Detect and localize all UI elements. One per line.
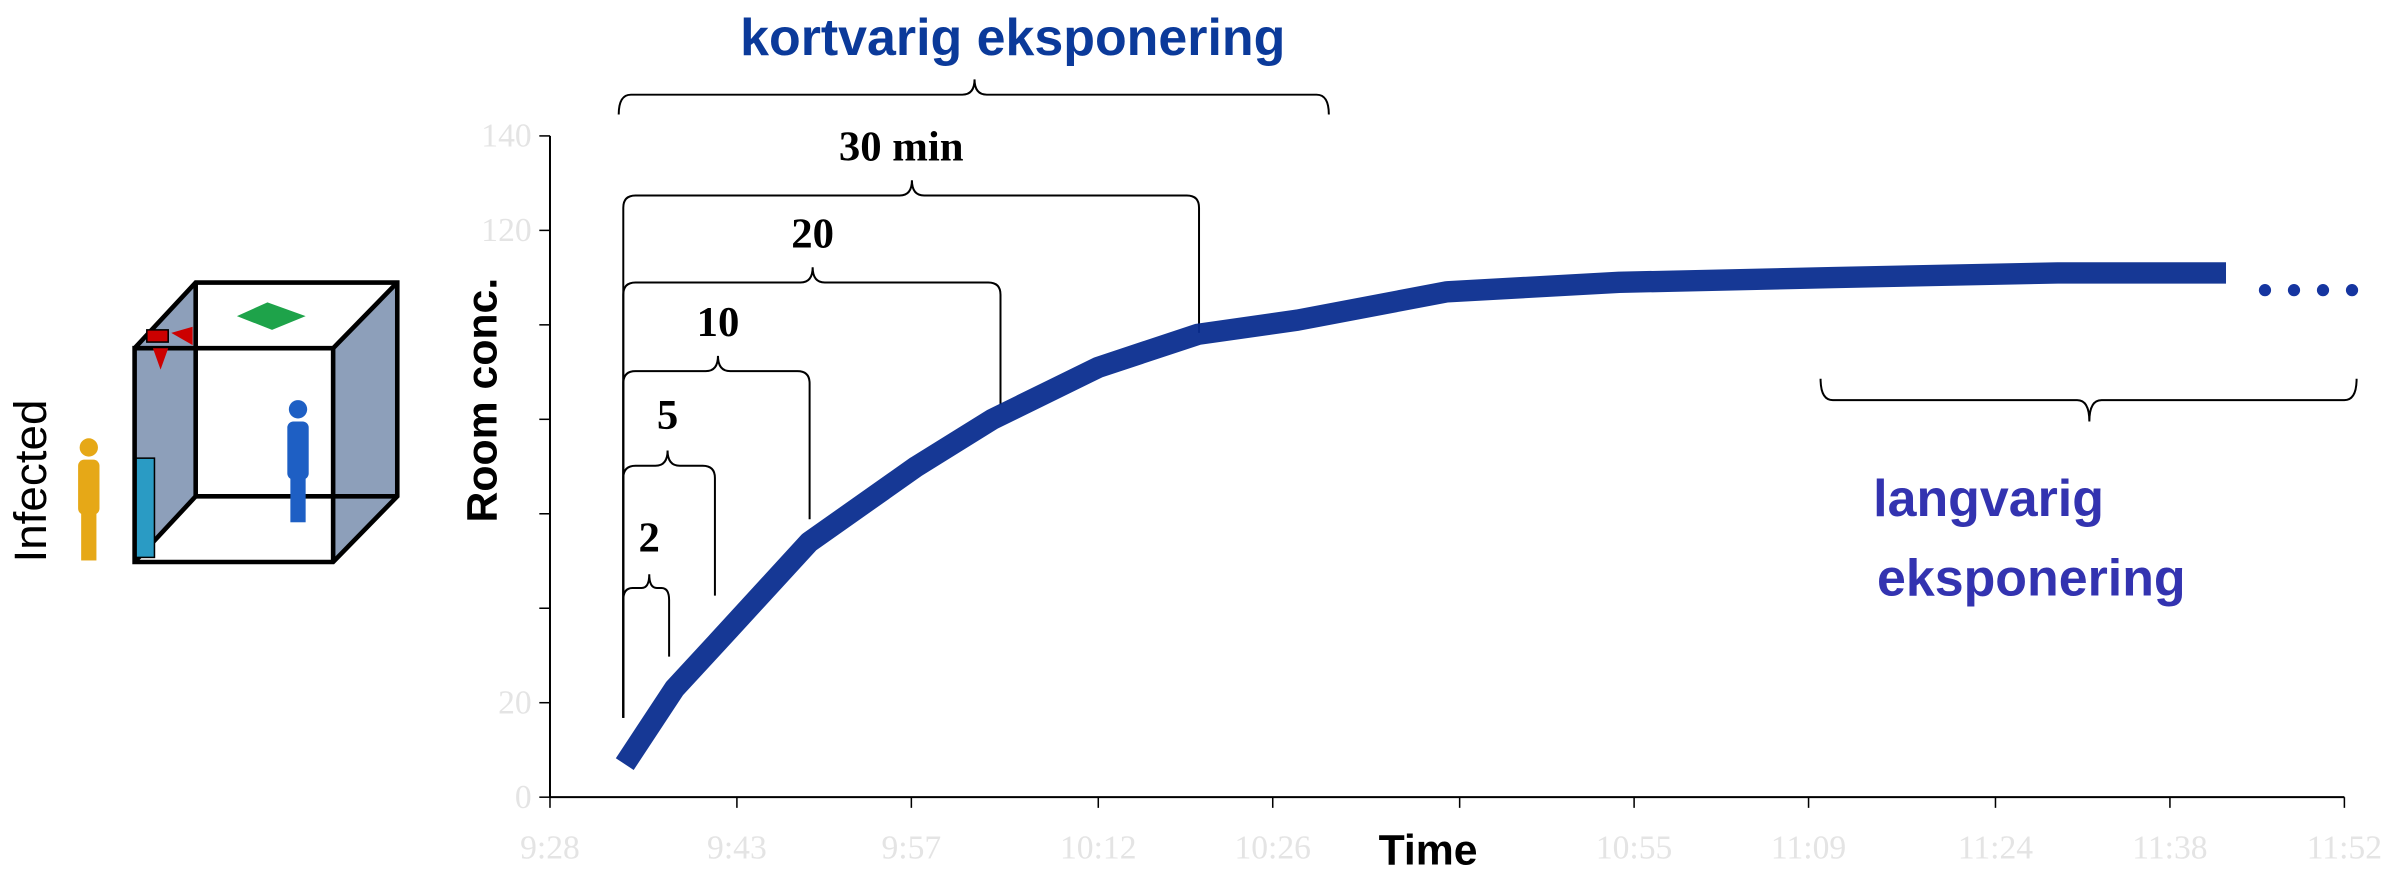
x-axis-label: Time [1379,826,1478,872]
x-tick-label: 11:24 [1958,829,2033,866]
x-tick-label: 10:55 [1596,829,1673,866]
annotation: 5 [657,392,678,439]
annotation: 10 [697,299,740,346]
y-tick-label: 120 [481,212,531,249]
y-tick-label: 0 [515,779,532,816]
annotation: 20 [791,210,834,257]
y-tick-label: 20 [498,684,532,721]
x-tick-label: 9:43 [707,829,767,866]
x-tick-label: 9:57 [882,829,942,866]
x-tick-label: 10:26 [1234,829,1311,866]
annotation: 2 [639,514,660,561]
annotation: langvarig [1873,470,2104,528]
braces [617,79,2359,718]
x-tick-label: 9:28 [520,829,580,866]
y-tick-label: 140 [481,118,531,155]
annotation: kortvarig eksponering [740,9,1285,67]
x-tick-label: 10:12 [1060,829,1137,866]
x-tick-label: 11:09 [1771,829,1846,866]
annotation: eksponering [1877,550,2186,608]
illustration-label: Infected [5,400,56,563]
annotation: 30 min [839,123,964,170]
y-axis-label: Room conc. [459,278,507,523]
data-line [615,262,2227,770]
room-illustration: Infected [5,280,400,565]
x-tick-label: 11:52 [2307,829,2382,866]
x-tick-label: 11:38 [2132,829,2207,866]
